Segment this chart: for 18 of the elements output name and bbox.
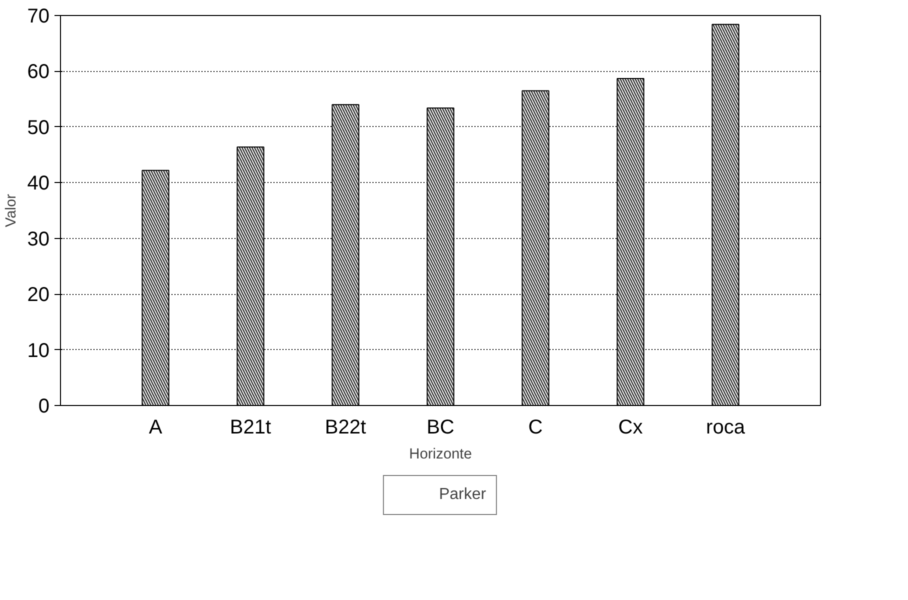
y-tick-label: 30	[27, 228, 50, 250]
y-tick-label: 20	[27, 284, 50, 306]
y-tick-label: 10	[27, 340, 50, 362]
x-tick-label: BC	[426, 416, 454, 438]
y-tick-label: 70	[27, 6, 50, 28]
x-tick-label: roca	[706, 416, 746, 438]
x-tick-label: B22t	[324, 416, 367, 438]
y-axis-title: Valor	[3, 194, 20, 228]
y-tick-label: 50	[27, 116, 50, 139]
x-tick-label: Cx	[618, 416, 643, 438]
x-tick-label: A	[148, 416, 163, 438]
y-tick-label: 0	[38, 396, 50, 418]
x-tick-label: B21t	[230, 416, 272, 438]
x-axis-title: Horizonte	[409, 446, 472, 462]
text: Parker	[438, 486, 486, 504]
y-tick-label: 40	[27, 172, 50, 195]
x-tick-label: C	[528, 416, 543, 438]
y-tick-label: 60	[27, 61, 50, 84]
